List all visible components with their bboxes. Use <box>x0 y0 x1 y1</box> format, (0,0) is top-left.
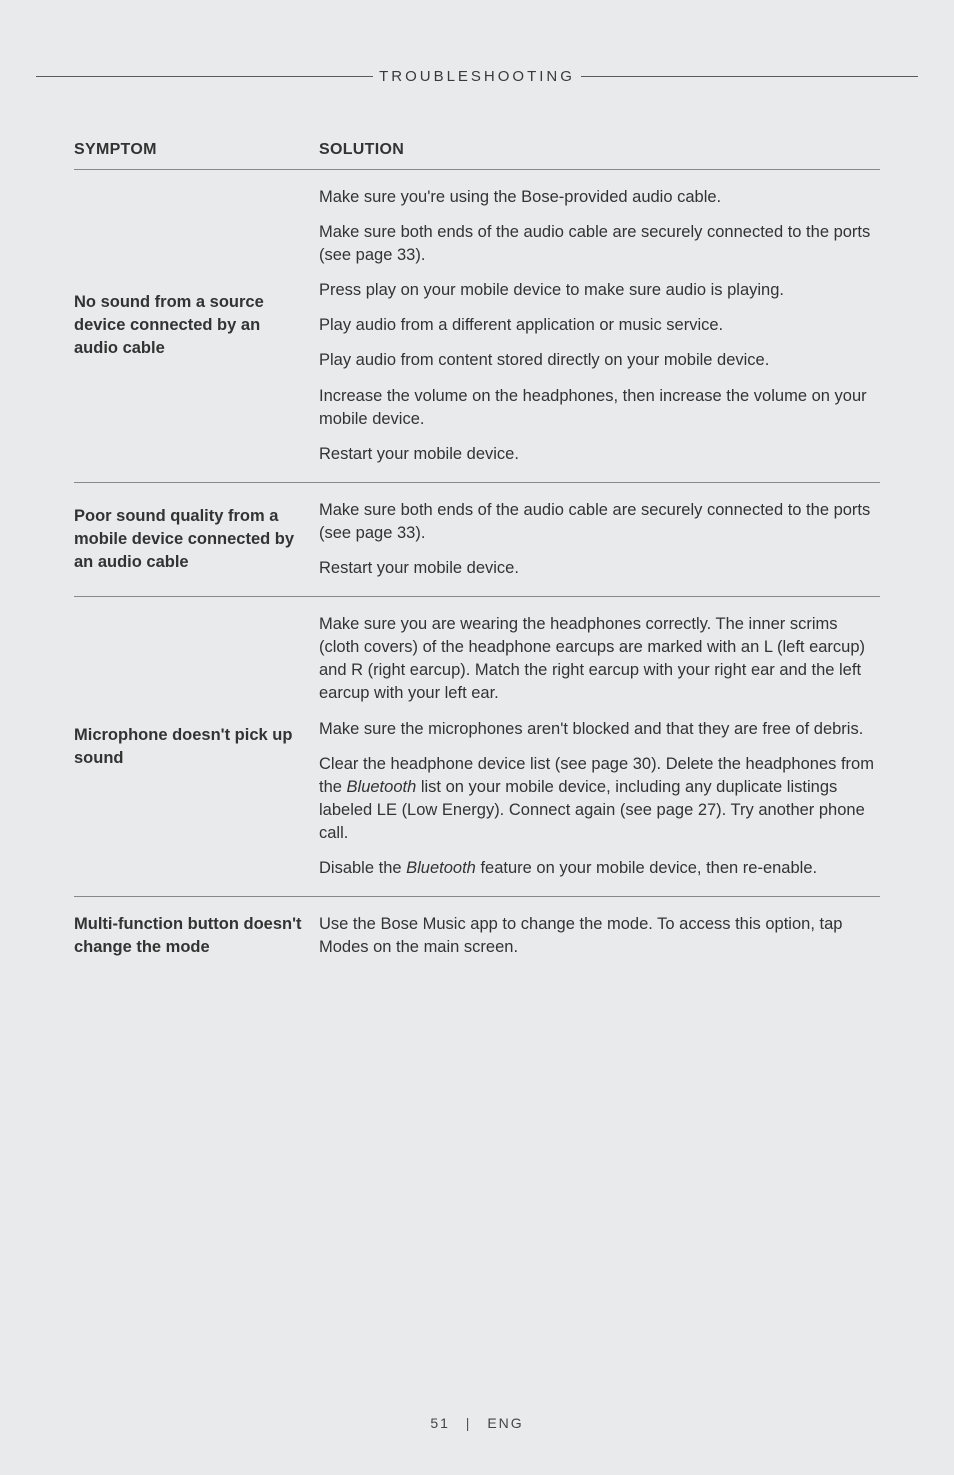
solution-text: Restart your mobile device. <box>319 557 880 580</box>
symptom-cell: No sound from a source device connected … <box>74 170 319 483</box>
solution-cell: Make sure you're using the Bose-provided… <box>319 170 880 483</box>
page-lang: ENG <box>487 1415 523 1431</box>
symptom-cell: Poor sound quality from a mobile device … <box>74 482 319 596</box>
solution-text: Clear the headphone device list (see pag… <box>319 753 880 845</box>
rule-left <box>36 76 373 77</box>
col-header-symptom: SYMPTOM <box>74 141 319 170</box>
col-header-solution: SOLUTION <box>319 141 880 170</box>
solution-text: Press play on your mobile device to make… <box>319 279 880 302</box>
solution-text: Play audio from a different application … <box>319 314 880 337</box>
solution-text: Make sure you are wearing the headphones… <box>319 613 880 705</box>
page-container: TROUBLESHOOTING SYMPTOM SOLUTION No soun… <box>0 0 954 1475</box>
table-row: No sound from a source device connected … <box>74 170 880 483</box>
solution-text: Increase the volume on the headphones, t… <box>319 385 880 431</box>
rule-right <box>581 76 918 77</box>
solution-text: Make sure the microphones aren't blocked… <box>319 718 880 741</box>
table-row: Multi-function button doesn't change the… <box>74 897 880 976</box>
solution-text: Make sure both ends of the audio cable a… <box>319 221 880 267</box>
solution-text: Play audio from content stored directly … <box>319 349 880 372</box>
symptom-cell: Microphone doesn't pick up sound <box>74 597 319 897</box>
solution-text: Make sure both ends of the audio cable a… <box>319 499 880 545</box>
page-footer: 51 | ENG <box>0 1415 954 1431</box>
solution-cell: Use the Bose Music app to change the mod… <box>319 897 880 976</box>
section-rule: TROUBLESHOOTING <box>36 68 918 85</box>
table-row: Poor sound quality from a mobile device … <box>74 482 880 596</box>
solution-text: Make sure you're using the Bose-provided… <box>319 186 880 209</box>
symptom-cell: Multi-function button doesn't change the… <box>74 897 319 976</box>
section-title: TROUBLESHOOTING <box>373 68 581 85</box>
troubleshooting-table: SYMPTOM SOLUTION No sound from a source … <box>74 141 880 975</box>
solution-text: Use the Bose Music app to change the mod… <box>319 913 880 959</box>
table-row: Microphone doesn't pick up sound Make su… <box>74 597 880 897</box>
page-number: 51 <box>430 1415 450 1431</box>
solution-cell: Make sure you are wearing the headphones… <box>319 597 880 897</box>
solution-text: Disable the Bluetooth feature on your mo… <box>319 857 880 880</box>
footer-separator: | <box>456 1415 482 1431</box>
solution-text: Restart your mobile device. <box>319 443 880 466</box>
solution-cell: Make sure both ends of the audio cable a… <box>319 482 880 596</box>
